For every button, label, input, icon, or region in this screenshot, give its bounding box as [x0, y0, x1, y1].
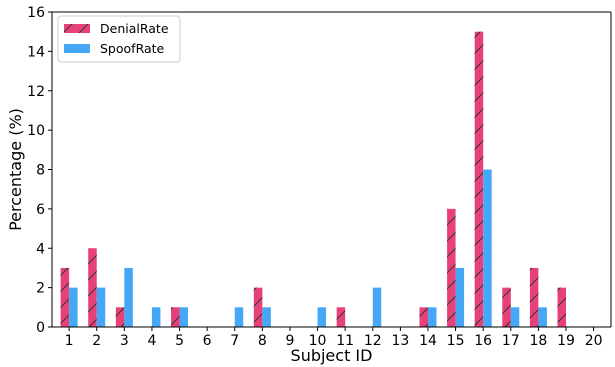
denialrate-bar-hatch-17: [502, 287, 511, 327]
spoofrate-bar-12: [372, 287, 382, 327]
y-tick-label: 0: [36, 320, 45, 336]
spoofrate-bar-17: [510, 307, 520, 327]
y-tick-label: 10: [27, 123, 45, 139]
denialrate-bar-hatch-16: [474, 31, 484, 327]
x-tick-label: 7: [230, 333, 239, 349]
denialrate-bar-hatch-11: [336, 307, 346, 327]
spoofrate-bar-7: [234, 307, 244, 327]
denialrate-bar-hatch-5: [171, 307, 180, 327]
x-tick-label: 11: [336, 333, 354, 349]
y-tick-label: 16: [27, 5, 45, 21]
denialrate-bar-hatch-8: [253, 287, 263, 327]
y-tick-label: 8: [36, 163, 45, 179]
y-tick-label: 4: [36, 241, 45, 257]
spoofrate-bar-3: [124, 267, 133, 327]
legend: DenialRate SpoofRate: [57, 15, 181, 63]
spoofrate-bar-8: [262, 307, 271, 327]
x-tick-label: 12: [364, 333, 382, 349]
x-tick-label: 13: [391, 333, 409, 349]
x-tick-label: 6: [203, 333, 212, 349]
x-tick-label: 3: [120, 333, 129, 349]
denialrate-bar-hatch-15: [447, 208, 456, 327]
spoofrate-bar-1: [69, 287, 78, 327]
y-tick-label: 14: [27, 44, 45, 60]
x-tick-label: 19: [557, 333, 575, 349]
spoofrate-bar-15: [455, 267, 465, 327]
spoofrate-bar-5: [179, 307, 189, 327]
y-tick-label: 6: [36, 202, 45, 218]
spoofrate-bar-18: [538, 307, 547, 327]
denialrate-bar-hatch-3: [115, 307, 125, 327]
bars-layer: [60, 31, 567, 327]
x-tick-label: 10: [309, 333, 327, 349]
denialrate-bar-hatch-1: [60, 267, 70, 327]
x-tick-label: 5: [175, 333, 184, 349]
y-axis-title: Percentage (%): [6, 108, 25, 231]
x-tick-label: 18: [529, 333, 547, 349]
x-axis-title: Subject ID: [291, 346, 373, 365]
denialrate-bar-hatch-18: [529, 267, 539, 327]
x-tick-label: 9: [285, 333, 294, 349]
denialrate-bar-hatch-14: [419, 307, 428, 327]
spoofrate-bar-16: [483, 169, 492, 327]
y-tick-label: 2: [36, 281, 45, 297]
denialrate-bar-hatch-2: [88, 248, 97, 327]
x-tick-label: 15: [447, 333, 465, 349]
x-tick-label: 8: [258, 333, 267, 349]
x-tick-label: 4: [147, 333, 156, 349]
spoofrate-bar-4: [151, 307, 161, 327]
legend-swatch-spoofrate: [64, 44, 90, 53]
x-tick-label: 1: [65, 333, 74, 349]
spoofrate-bar-2: [96, 287, 106, 327]
x-tick-label: 14: [419, 333, 437, 349]
spoofrate-bar-10: [317, 307, 327, 327]
x-tick-label: 2: [92, 333, 101, 349]
x-tick-label: 20: [585, 333, 603, 349]
x-tick-label: 16: [474, 333, 492, 349]
x-tick-label: 17: [502, 333, 520, 349]
denialrate-bar-hatch-19: [557, 287, 567, 327]
legend-label-denialrate: DenialRate: [100, 21, 169, 36]
spoofrate-bar-14: [427, 307, 437, 327]
legend-swatch-hatch-denialrate: [64, 24, 90, 33]
legend-label-spoofrate: SpoofRate: [100, 41, 165, 56]
y-tick-label: 12: [27, 84, 45, 100]
